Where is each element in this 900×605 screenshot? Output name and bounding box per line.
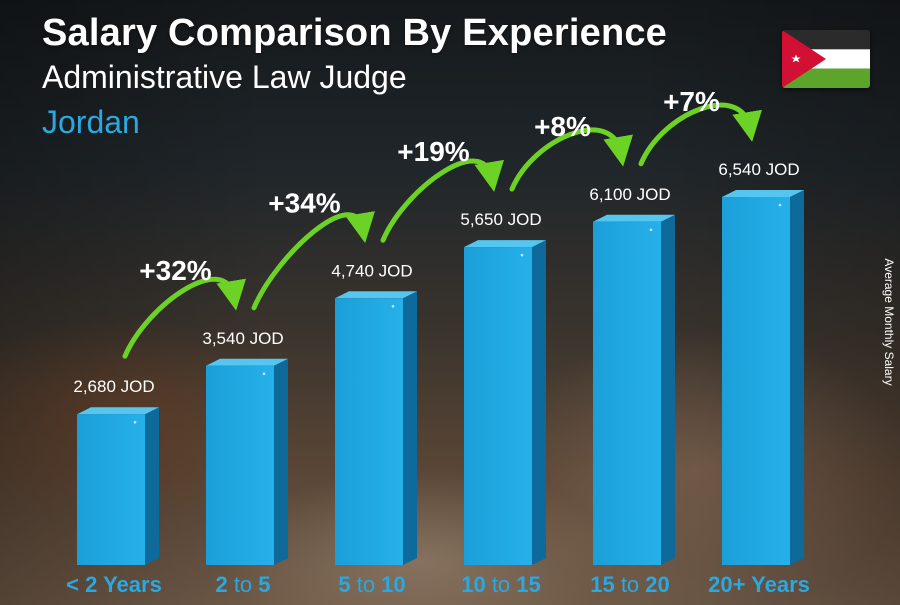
- country-name: Jordan: [42, 104, 140, 140]
- bar-value-label: 6,540 JOD: [718, 160, 799, 179]
- flag-triangle: [782, 30, 826, 88]
- bar: [722, 197, 790, 565]
- category-label-part: 15: [516, 572, 540, 597]
- category-label: 20+ Years: [708, 572, 810, 597]
- percent-increase-label: +34%: [268, 187, 340, 218]
- percent-increase-label: +8%: [534, 111, 591, 142]
- flag-star-icon: [791, 54, 801, 63]
- category-label: < 2 Years: [66, 572, 162, 597]
- bar-side: [274, 358, 288, 565]
- category-label-part: 20+ Years: [708, 572, 810, 597]
- bar-value-label: 5,650 JOD: [460, 210, 541, 229]
- category-label-part: 20: [645, 572, 669, 597]
- bar: [206, 365, 274, 565]
- bar: [593, 221, 661, 565]
- increase-arrow: [380, 158, 504, 243]
- category-label-part: to: [228, 572, 259, 597]
- bar-side: [532, 240, 546, 565]
- category-label-part: 15: [590, 572, 614, 597]
- category-label-part: to: [615, 572, 646, 597]
- bar-highlight: [520, 253, 524, 257]
- percent-increase-label: +32%: [139, 255, 211, 286]
- bar: [335, 298, 403, 565]
- jordan-flag-icon: [782, 30, 870, 88]
- bar-top: [206, 358, 288, 366]
- bar: [77, 414, 145, 565]
- category-label-part: to: [351, 572, 382, 597]
- job-title: Administrative Law Judge: [42, 59, 407, 95]
- category-label: 2 to 5: [215, 572, 270, 597]
- increase-arrow: [251, 211, 375, 311]
- category-label-part: 10: [461, 572, 485, 597]
- bar-highlight: [262, 372, 266, 376]
- increase-arrow: [638, 102, 762, 167]
- bar-value-label: 4,740 JOD: [331, 261, 412, 280]
- bar-highlight: [649, 228, 653, 232]
- category-label: 10 to 15: [461, 572, 541, 597]
- category-label-part: 10: [381, 572, 405, 597]
- bar-value-label: 2,680 JOD: [73, 377, 154, 396]
- category-label-part: 2: [215, 572, 227, 597]
- category-label-part: 5: [338, 572, 350, 597]
- bar-value-label: 6,100 JOD: [589, 185, 670, 204]
- bar-highlight: [133, 420, 137, 424]
- category-label: 5 to 10: [338, 572, 405, 597]
- percent-increase-label: +7%: [663, 86, 720, 117]
- bar-top: [464, 240, 546, 248]
- bar-side: [661, 214, 675, 565]
- bar-top: [722, 190, 804, 197]
- category-label-part: to: [486, 572, 517, 597]
- increase-arrow: [509, 127, 633, 192]
- bar-side: [790, 190, 804, 565]
- category-label-part: < 2 Years: [66, 572, 162, 597]
- bar-side: [145, 407, 159, 565]
- bar-side: [403, 291, 417, 565]
- bar-highlight: [391, 304, 395, 308]
- bar-top: [335, 291, 417, 299]
- bar-value-label: 3,540 JOD: [202, 329, 283, 348]
- bar-highlight: [778, 203, 782, 207]
- bar: [464, 247, 532, 565]
- increase-arrow: [122, 276, 246, 359]
- bar-top: [77, 407, 159, 415]
- category-label-part: 5: [258, 572, 270, 597]
- bar-top: [593, 214, 675, 222]
- chart-title: Salary Comparison By Experience: [42, 12, 668, 54]
- percent-increase-label: +19%: [397, 136, 469, 167]
- category-label: 15 to 20: [590, 572, 670, 597]
